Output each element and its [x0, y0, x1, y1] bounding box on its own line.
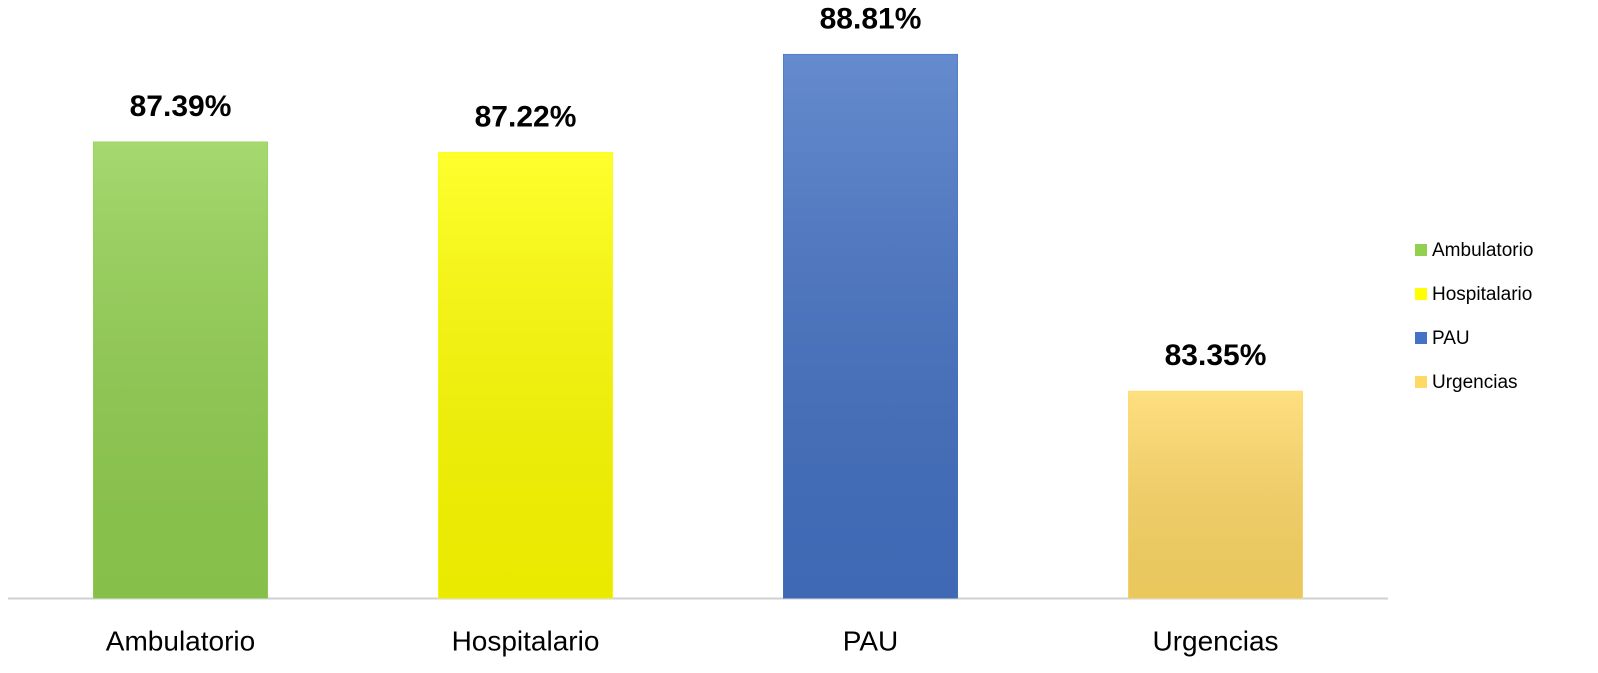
x-tick-label: PAU: [843, 625, 899, 656]
x-tick-label: Ambulatorio: [106, 625, 255, 656]
data-label: 83.35%: [1165, 339, 1267, 372]
legend-swatch: [1415, 332, 1427, 344]
bar: [1128, 390, 1303, 599]
legend-label: Urgencias: [1432, 372, 1518, 393]
legend-swatch: [1415, 376, 1427, 388]
x-tick-label: Urgencias: [1152, 625, 1278, 656]
legend-swatch: [1415, 244, 1427, 256]
bar: [93, 141, 268, 599]
data-label: 87.39%: [130, 90, 232, 123]
bar: [438, 152, 613, 599]
data-label: 87.22%: [475, 100, 577, 133]
legend-swatch: [1415, 288, 1427, 300]
bar: [783, 53, 958, 599]
x-tick-label: Hospitalario: [452, 625, 600, 656]
data-label: 88.81%: [820, 2, 922, 35]
legend-label: PAU: [1432, 328, 1470, 349]
legend-label: Ambulatorio: [1432, 240, 1533, 261]
legend-label: Hospitalario: [1432, 284, 1532, 305]
